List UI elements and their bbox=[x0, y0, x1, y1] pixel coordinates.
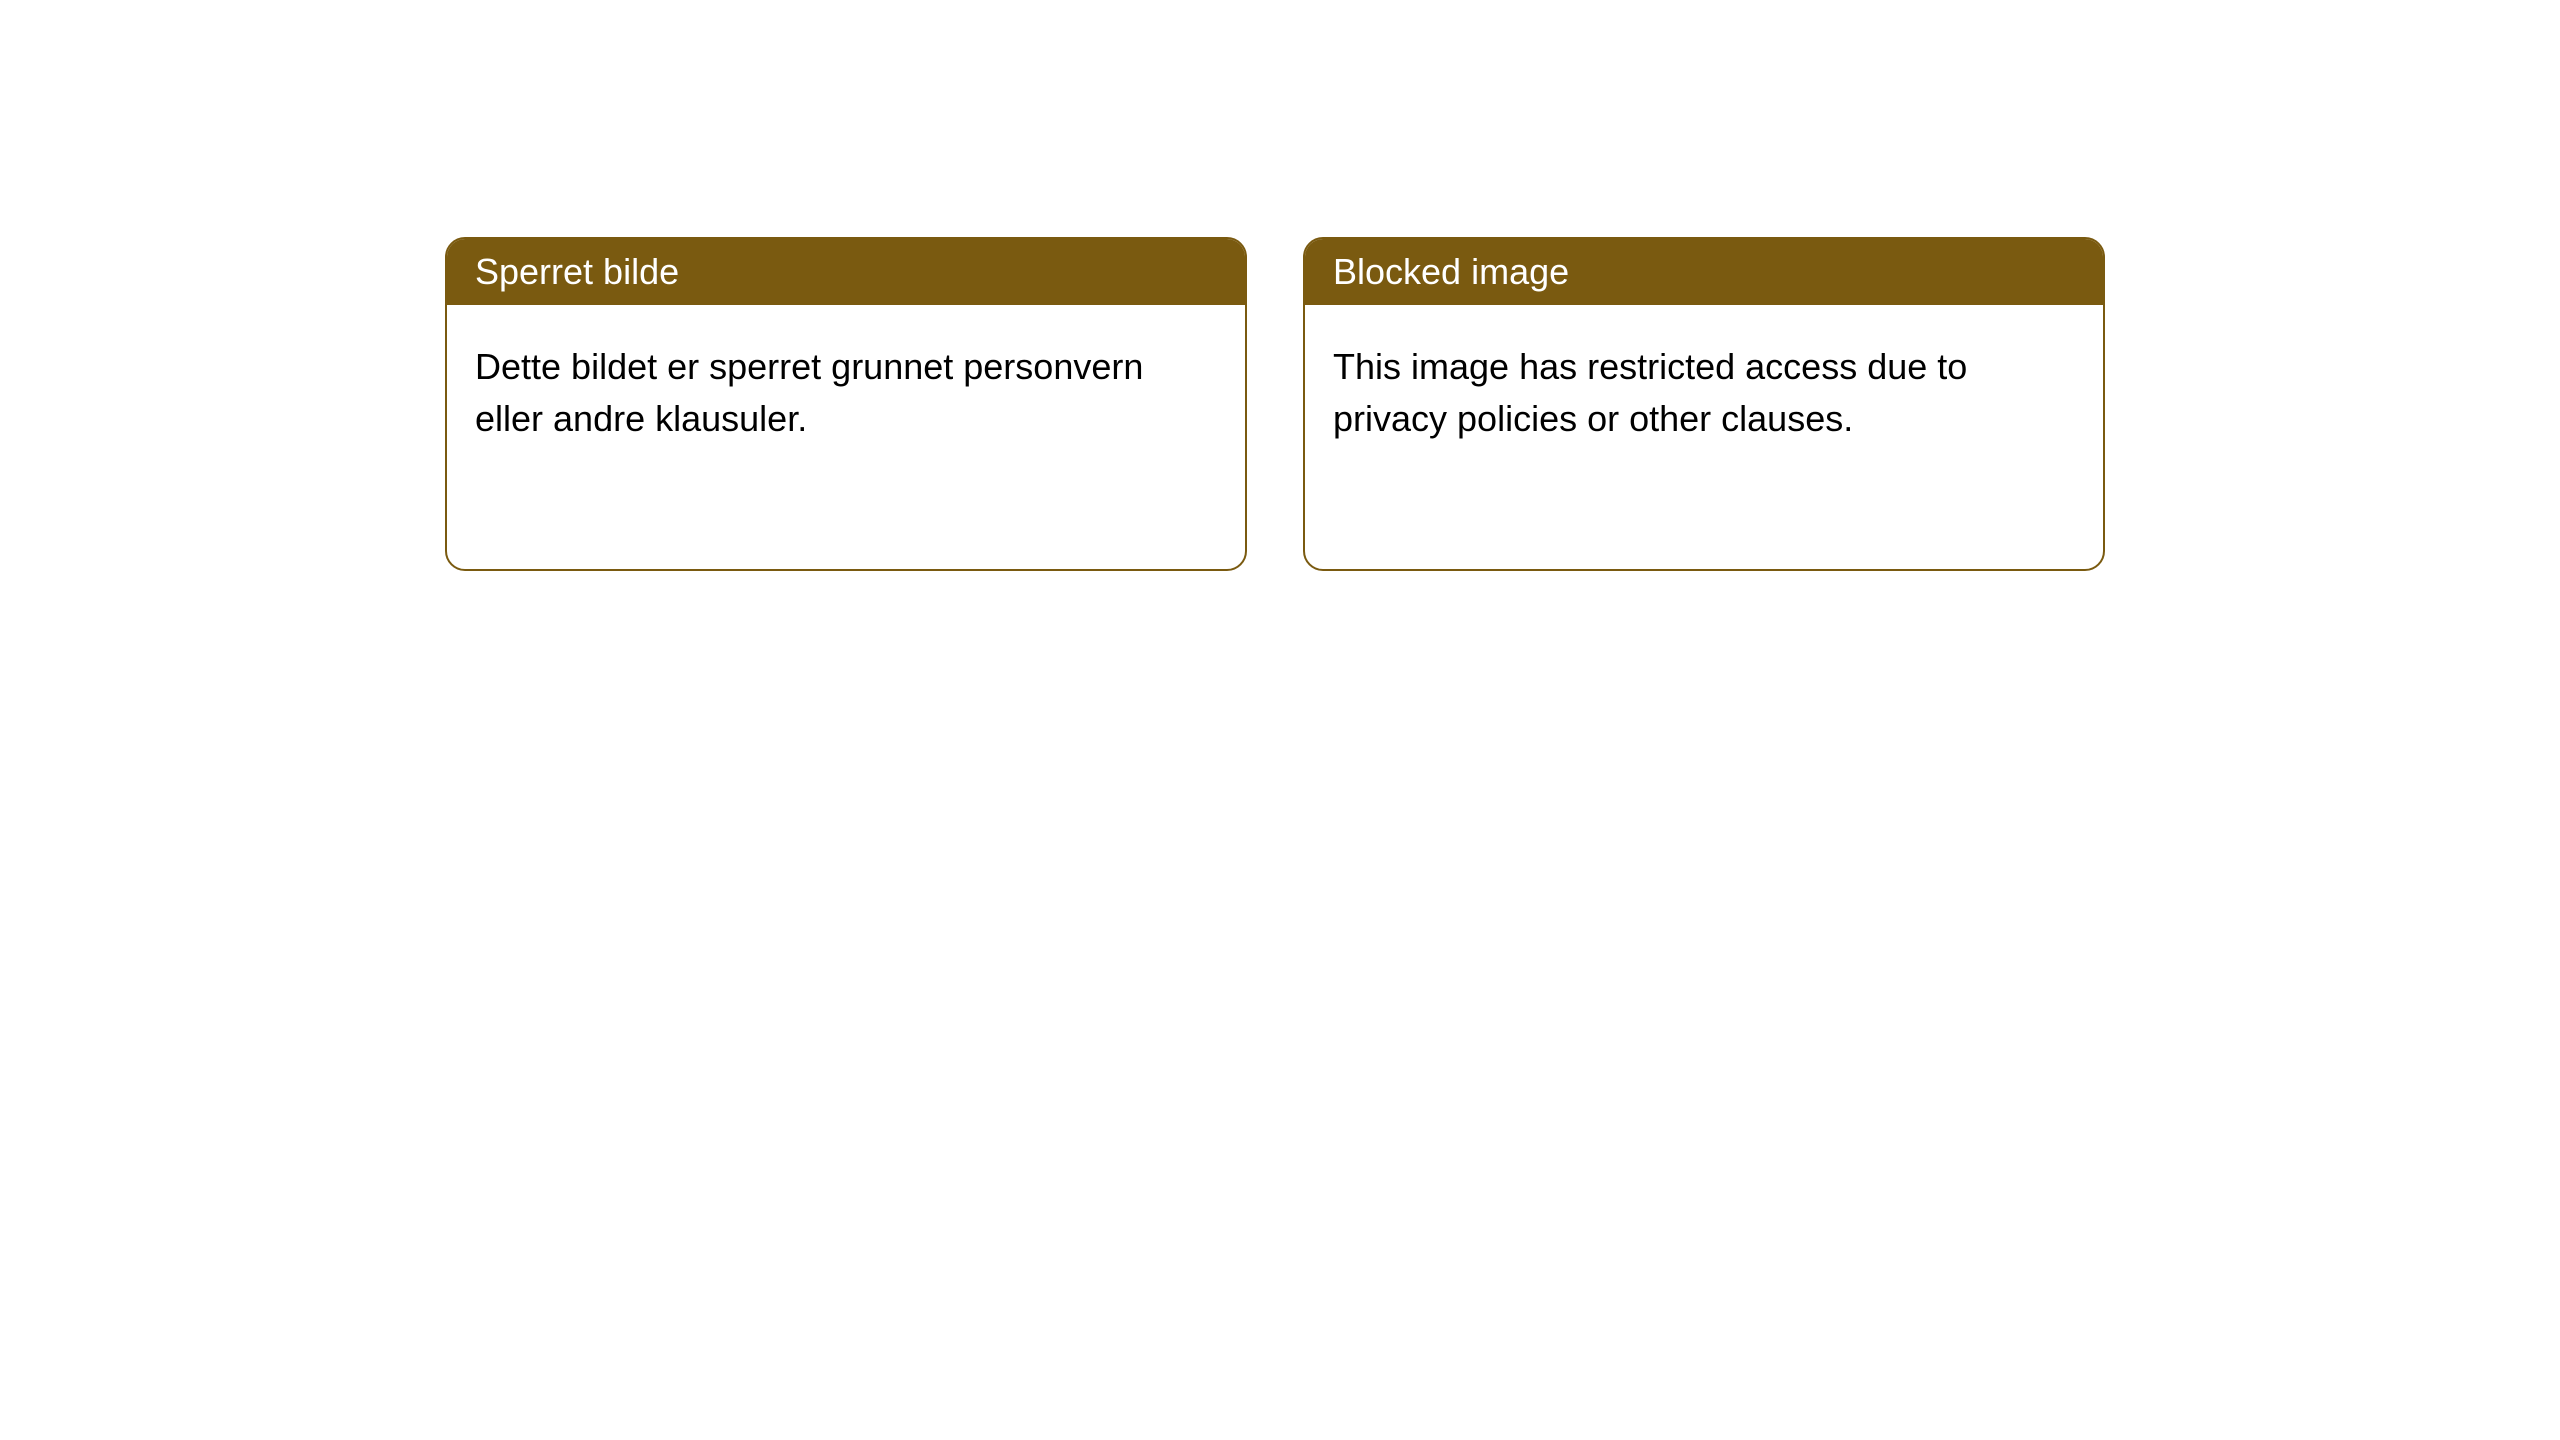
notice-body-norwegian: Dette bildet er sperret grunnet personve… bbox=[447, 305, 1245, 481]
notice-title-norwegian: Sperret bilde bbox=[475, 251, 679, 292]
notice-header-english: Blocked image bbox=[1305, 239, 2103, 305]
notice-text-norwegian: Dette bildet er sperret grunnet personve… bbox=[475, 346, 1143, 439]
notice-title-english: Blocked image bbox=[1333, 251, 1569, 292]
notice-box-english: Blocked image This image has restricted … bbox=[1303, 237, 2105, 571]
notice-text-english: This image has restricted access due to … bbox=[1333, 346, 1967, 439]
notice-body-english: This image has restricted access due to … bbox=[1305, 305, 2103, 481]
notice-header-norwegian: Sperret bilde bbox=[447, 239, 1245, 305]
notice-container: Sperret bilde Dette bildet er sperret gr… bbox=[0, 0, 2560, 571]
notice-box-norwegian: Sperret bilde Dette bildet er sperret gr… bbox=[445, 237, 1247, 571]
